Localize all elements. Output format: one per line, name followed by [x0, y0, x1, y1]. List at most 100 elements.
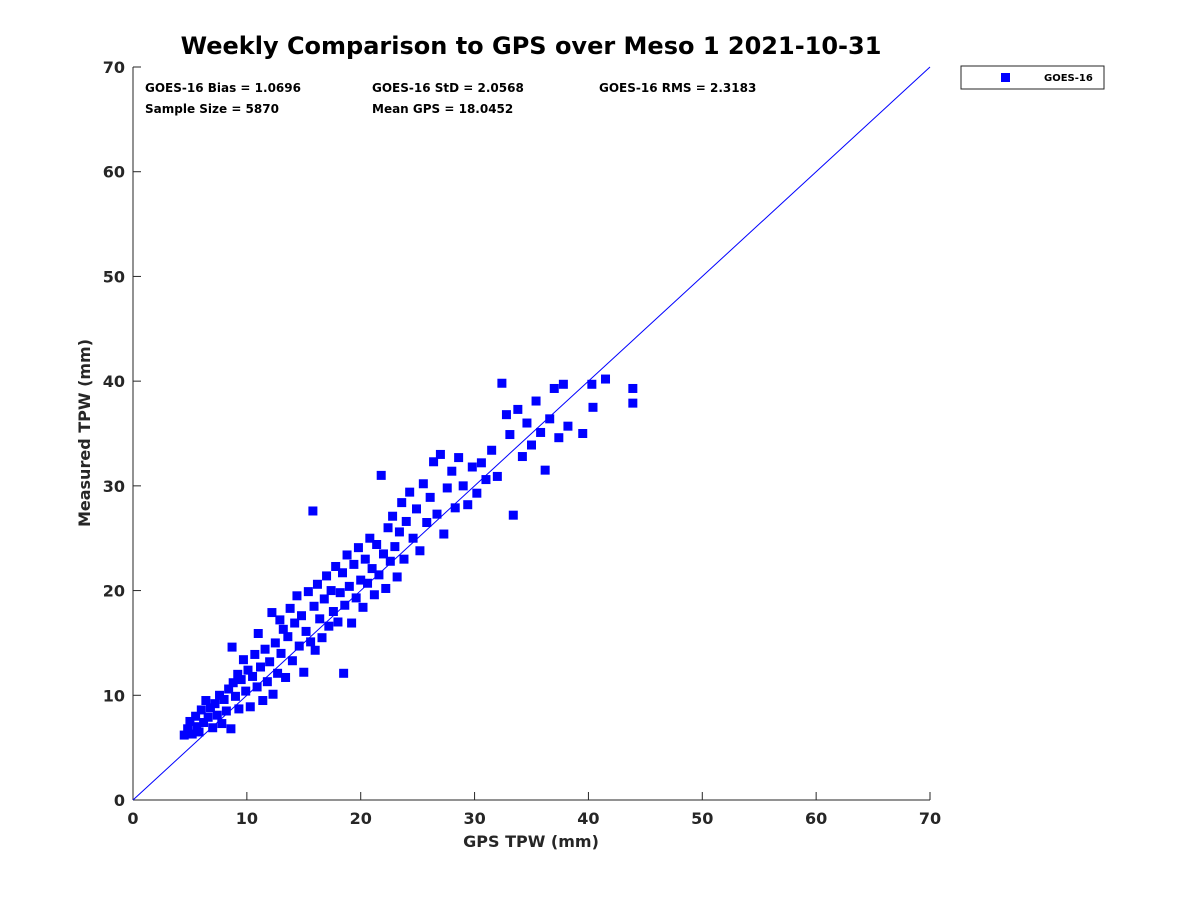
data-point [273, 668, 283, 678]
x-tick-label: 10 [236, 809, 258, 828]
data-point [358, 602, 368, 612]
y-axis-label: Measured TPW (mm) [75, 339, 94, 527]
data-point [253, 629, 263, 639]
data-point [337, 568, 347, 578]
data-point [212, 710, 222, 720]
data-point [201, 696, 211, 706]
data-point [356, 575, 366, 585]
data-point [281, 672, 291, 682]
data-point [425, 492, 435, 502]
data-point [233, 669, 243, 679]
data-point [310, 645, 320, 655]
data-point [422, 518, 432, 528]
x-tick-label: 30 [463, 809, 485, 828]
y-tick-label: 20 [103, 582, 125, 601]
stat-rms: GOES-16 RMS = 2.3183 [599, 81, 756, 95]
data-point [363, 578, 373, 588]
data-point [226, 724, 236, 734]
data-point [199, 718, 209, 728]
data-point [252, 682, 262, 692]
data-point [390, 542, 400, 552]
data-point [328, 607, 338, 617]
data-point [376, 470, 386, 480]
data-point [628, 383, 638, 393]
data-point [234, 704, 244, 714]
data-point [265, 657, 275, 667]
data-point [283, 632, 293, 642]
data-point [405, 487, 415, 497]
data-point [292, 591, 302, 601]
plot-area: 0 10 20 30 40 50 60 70 0 10 20 30 40 50 60 70 [103, 58, 941, 828]
data-point [317, 633, 327, 643]
data-point [236, 675, 246, 685]
data-point [435, 449, 445, 459]
data-point [215, 690, 225, 700]
data-point [217, 719, 227, 729]
x-tick-label: 60 [805, 809, 827, 828]
data-point [540, 465, 550, 475]
data-point [245, 702, 255, 712]
data-point [401, 516, 411, 526]
data-point [275, 615, 285, 625]
legend-marker [1001, 73, 1010, 82]
data-point [508, 510, 518, 520]
data-point [230, 691, 240, 701]
data-point [339, 668, 349, 678]
data-point [563, 421, 573, 431]
data-point [505, 430, 515, 440]
x-axis-label: GPS TPW (mm) [463, 832, 599, 851]
data-point [319, 594, 329, 604]
y-tick-label: 60 [103, 163, 125, 182]
data-point [303, 587, 313, 597]
data-point [210, 699, 220, 709]
data-point [324, 621, 334, 631]
data-point [287, 656, 297, 666]
data-point [299, 667, 309, 677]
data-point [183, 724, 193, 734]
data-point [306, 637, 316, 647]
data-point [415, 546, 425, 556]
data-point [256, 662, 266, 672]
y-tick-label: 10 [103, 686, 125, 705]
data-point [442, 483, 452, 493]
data-point [290, 618, 300, 628]
data-point [228, 678, 238, 688]
data-point [309, 601, 319, 611]
data-point [308, 506, 318, 516]
data-point [558, 379, 568, 389]
data-point [601, 374, 611, 384]
data-point [388, 511, 398, 521]
stat-std: GOES-16 StD = 2.0568 [372, 81, 524, 95]
data-point [432, 509, 442, 519]
data-point [224, 684, 234, 694]
data-point [399, 554, 409, 564]
data-point [262, 677, 272, 687]
data-point [196, 705, 206, 715]
data-point [463, 500, 473, 510]
data-point [301, 626, 311, 636]
data-point [481, 475, 491, 485]
data-point [381, 583, 391, 593]
data-point [227, 642, 237, 652]
data-point [467, 462, 477, 472]
data-point [238, 655, 248, 665]
data-point [192, 722, 202, 732]
data-point [385, 556, 395, 566]
data-point [447, 466, 457, 476]
data-point [333, 617, 343, 627]
y-axis-ticks: 0 10 20 30 40 50 60 70 [103, 58, 141, 810]
legend-box [960, 65, 1105, 90]
data-point [258, 696, 268, 706]
data-point [365, 533, 375, 543]
data-point [268, 689, 278, 699]
stat-sample-size: Sample Size = 5870 [145, 102, 279, 116]
y-tick-label: 70 [103, 58, 125, 77]
data-point [588, 402, 598, 412]
data-point [342, 550, 352, 560]
data-point [487, 445, 497, 455]
data-point [241, 686, 251, 696]
scatter-points [179, 374, 638, 740]
data-point [545, 414, 555, 424]
one-to-one-line [132, 66, 931, 801]
chart-title: Weekly Comparison to GPS over Meso 1 202… [181, 32, 882, 60]
